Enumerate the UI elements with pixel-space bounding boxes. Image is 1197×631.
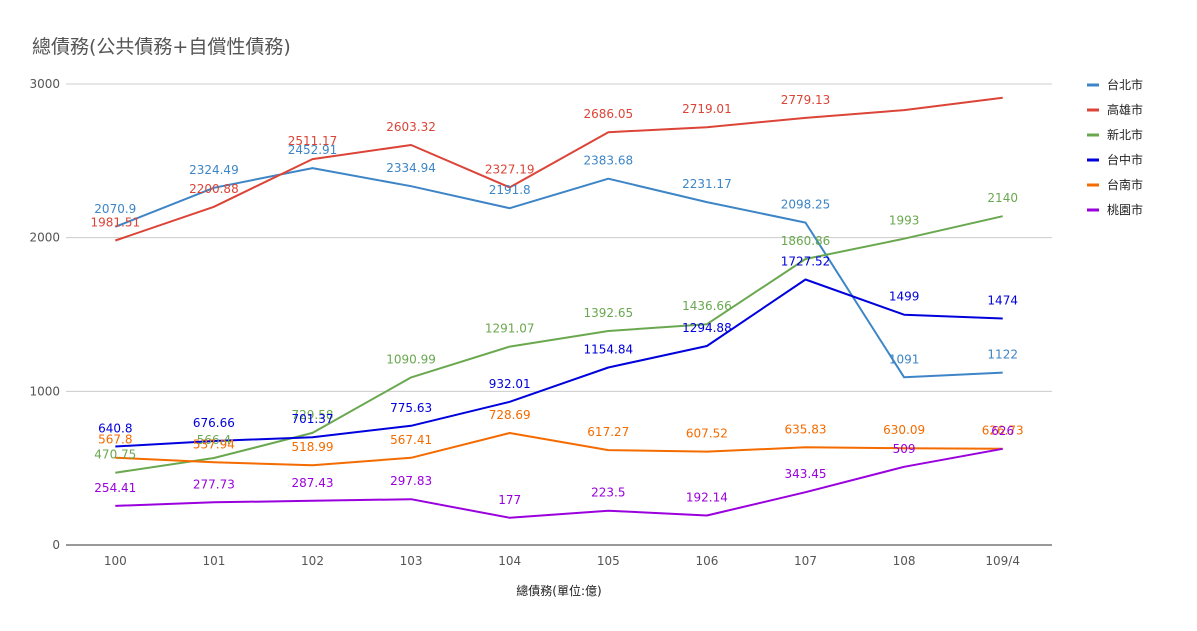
data-label: 729.58 — [292, 408, 334, 422]
series-line-0 — [114, 167, 1003, 379]
series-line-5 — [115, 447, 1003, 519]
legend-label: 台中市 — [1107, 152, 1143, 167]
data-label: 2324.49 — [189, 163, 239, 177]
data-label: 277.73 — [193, 477, 235, 491]
y-tick-label: 0 — [52, 538, 60, 552]
data-label: 701.37 — [292, 412, 334, 426]
data-label: 518.99 — [292, 440, 334, 454]
x-tick-label: 100 — [104, 554, 127, 568]
data-label: 297.83 — [390, 474, 432, 488]
data-label: 1474 — [987, 293, 1018, 307]
data-label: 617.27 — [587, 425, 629, 439]
data-label: 2191.8 — [489, 183, 531, 197]
data-label: 2200.88 — [189, 182, 239, 196]
data-label: 1122 — [987, 348, 1018, 362]
data-label: 626.73 — [982, 424, 1024, 438]
data-label: 932.01 — [489, 377, 531, 391]
data-label: 775.63 — [390, 401, 432, 415]
data-label: 640.8 — [98, 422, 132, 436]
legend-label: 台南市 — [1107, 177, 1143, 192]
data-label: 1294.88 — [682, 321, 732, 335]
x-tick-label: 108 — [893, 554, 916, 568]
x-tick-label: 101 — [202, 554, 225, 568]
x-tick-label: 106 — [695, 554, 718, 568]
series-line-1 — [114, 96, 1003, 242]
data-label: 192.14 — [686, 490, 728, 504]
data-label: 2452.91 — [288, 143, 338, 157]
data-label: 630.09 — [883, 423, 925, 437]
data-label: 567.8 — [98, 433, 132, 447]
data-label: 1091 — [889, 352, 920, 366]
chart-title: 總債務(公共債務+自償性債務) — [32, 36, 291, 58]
legend-label: 新北市 — [1107, 127, 1143, 142]
data-label: 1993 — [889, 214, 920, 228]
x-tick-label: 105 — [597, 554, 620, 568]
y-tick-label: 1000 — [29, 384, 60, 398]
data-label: 2383.68 — [583, 154, 633, 168]
data-label: 728.69 — [489, 408, 531, 422]
data-label: 567.41 — [390, 433, 432, 447]
data-label: 2686.05 — [583, 107, 633, 121]
x-tick-label: 107 — [794, 554, 817, 568]
data-label: 537.94 — [193, 437, 235, 451]
data-label: 1727.52 — [781, 255, 831, 269]
data-label: 343.45 — [785, 467, 827, 481]
y-tick-label: 3000 — [29, 77, 60, 91]
data-label: 177 — [498, 493, 521, 507]
data-label: 1436.66 — [682, 299, 732, 313]
legend-label: 高雄市 — [1107, 102, 1143, 117]
data-label: 2603.32 — [386, 120, 436, 134]
data-label: 470.75 — [94, 448, 136, 462]
data-label: 2511.17 — [288, 134, 338, 148]
x-tick-label: 109/4 — [985, 554, 1020, 568]
x-tick-label: 102 — [301, 554, 324, 568]
x-axis-title: 總債務(單位:億) — [516, 583, 601, 598]
data-label: 2334.94 — [386, 161, 436, 175]
data-label: 2327.19 — [485, 162, 535, 176]
data-label: 635.83 — [785, 422, 827, 436]
data-label: 509 — [893, 442, 916, 456]
data-label: 2070.9 — [94, 202, 136, 216]
data-label: 1090.99 — [386, 352, 436, 366]
x-tick-label: 104 — [498, 554, 521, 568]
data-label: 254.41 — [94, 481, 136, 495]
data-label: 676.66 — [193, 416, 235, 430]
data-label: 2140 — [987, 191, 1018, 205]
data-label: 2098.25 — [781, 198, 831, 212]
data-label: 607.52 — [686, 427, 728, 441]
data-label: 2231.17 — [682, 177, 732, 191]
legend-label: 桃園市 — [1107, 202, 1143, 217]
series-line-3 — [115, 278, 1003, 448]
data-label: 1860.86 — [781, 234, 831, 248]
data-label: 2719.01 — [682, 102, 732, 116]
y-tick-label: 2000 — [29, 231, 60, 245]
series-line-4 — [115, 432, 1003, 467]
data-label: 287.43 — [292, 476, 334, 490]
series-line-2 — [115, 215, 1003, 474]
data-label: 1499 — [889, 290, 920, 304]
data-label: 566.4 — [197, 433, 231, 447]
data-label: 223.5 — [591, 486, 625, 500]
data-label: 1981.51 — [90, 216, 140, 230]
x-tick-label: 103 — [400, 554, 423, 568]
data-label: 1392.65 — [583, 306, 633, 320]
data-label: 1291.07 — [485, 322, 535, 336]
data-label: 2779.13 — [781, 93, 831, 107]
data-label: 626 — [991, 424, 1014, 438]
legend-label: 台北市 — [1107, 77, 1143, 92]
data-label: 1154.84 — [583, 343, 633, 357]
